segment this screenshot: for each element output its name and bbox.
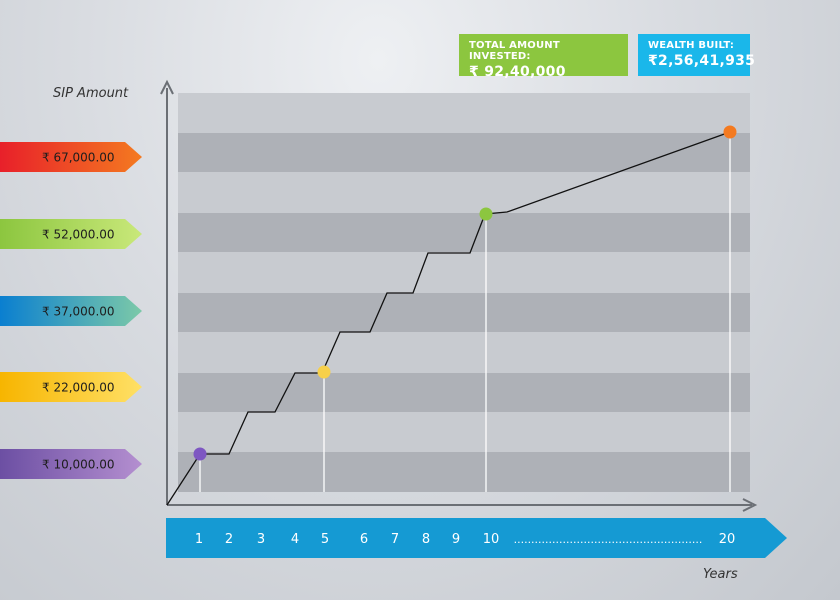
grid-band xyxy=(178,452,750,492)
y-level-label: ₹ 22,000.00 xyxy=(42,381,115,395)
y-level-label: ₹ 52,000.00 xyxy=(42,228,115,242)
x-tick-ellipsis: ........................................… xyxy=(514,533,703,546)
highlight-point xyxy=(479,207,493,221)
grid-band xyxy=(178,213,750,252)
total-invested-value: ₹ 92,40,000 xyxy=(469,64,566,80)
sip-growth-line xyxy=(166,131,731,506)
highlight-point xyxy=(193,447,207,461)
x-tick-label: 4 xyxy=(291,532,299,547)
y-level-pointer xyxy=(0,372,142,402)
y-axis-title: SIP Amount xyxy=(53,86,129,101)
highlight-point xyxy=(317,365,331,379)
x-tick-label: 10 xyxy=(483,532,500,547)
y-level-label: ₹ 67,000.00 xyxy=(42,151,115,165)
x-tick-label: 5 xyxy=(321,532,329,547)
x-tick-label: 8 xyxy=(422,532,430,547)
x-axis-arrow xyxy=(742,498,758,512)
wealth-built-value: ₹2,56,41,935 xyxy=(648,53,756,69)
grid-band xyxy=(178,293,750,332)
grid-band xyxy=(178,373,750,412)
x-tick-label: 9 xyxy=(452,532,460,547)
y-level-label: ₹ 37,000.00 xyxy=(42,305,115,319)
total-invested-label: TOTAL AMOUNT INVESTED: xyxy=(469,40,560,62)
grid-band xyxy=(178,133,750,172)
x-axis-banner xyxy=(166,518,787,558)
y-level-label: ₹ 10,000.00 xyxy=(42,458,115,472)
y-level-pointer xyxy=(0,142,142,172)
x-axis-title: Years xyxy=(703,567,738,582)
y-level-pointer xyxy=(0,296,142,326)
wealth-built-label: WEALTH BUILT: xyxy=(648,40,735,51)
wealth-built-box: WEALTH BUILT: ₹2,56,41,935 xyxy=(638,34,756,76)
x-tick-label: 6 xyxy=(360,532,368,547)
total-invested-box: TOTAL AMOUNT INVESTED: ₹ 92,40,000 xyxy=(459,34,628,80)
y-level-pointer xyxy=(0,449,142,479)
x-tick-label: 2 xyxy=(225,532,233,547)
y-axis-arrow xyxy=(160,79,174,95)
x-tick-label: 1 xyxy=(195,532,203,547)
x-tick-label: 7 xyxy=(391,532,399,547)
x-tick-label: 20 xyxy=(719,532,736,547)
y-level-pointer xyxy=(0,219,142,249)
x-tick-label: 3 xyxy=(257,532,265,547)
highlight-point xyxy=(723,125,737,139)
